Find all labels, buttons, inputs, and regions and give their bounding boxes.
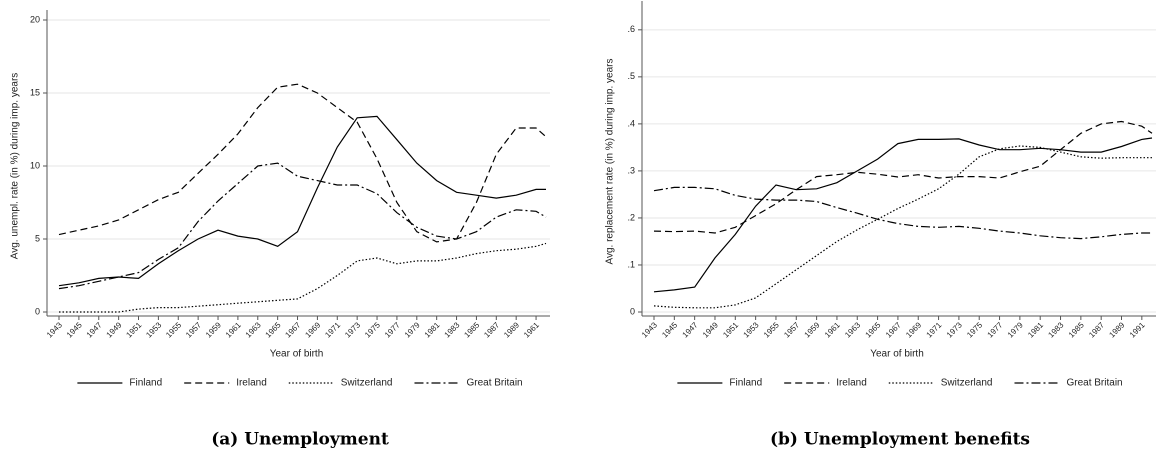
x-tick-label: 1949 [105, 320, 124, 339]
legend-label: Great Britain [466, 378, 522, 389]
x-tick-label: 1981 [1026, 320, 1045, 339]
x-tick-label: 1989 [502, 320, 521, 339]
x-tick-label: 1947 [85, 320, 104, 339]
x-tick-label: 1969 [303, 320, 322, 339]
x-tick-label: 1979 [403, 320, 422, 339]
x-tick-label: 1971 [925, 320, 944, 339]
x-tick-label: 1963 [244, 320, 263, 339]
y-tick-label: .6 [627, 24, 635, 34]
x-tick-label: 1951 [124, 320, 143, 339]
x-tick-label: 1961 [522, 320, 541, 339]
x-tick-label: 1955 [762, 320, 781, 339]
y-tick-label: 5 [35, 233, 40, 243]
x-tick-label: 1961 [224, 320, 243, 339]
x-tick-label: 1949 [701, 320, 720, 339]
x-tick-label: 1945 [65, 320, 84, 339]
x-tick-label: 1983 [1046, 320, 1065, 339]
y-tick-label: 0 [630, 306, 635, 316]
x-axis-label: Year of birth [270, 349, 324, 360]
x-tick-label: 1981 [423, 320, 442, 339]
caption: (a) Unemployment [211, 430, 389, 450]
legend-label: Switzerland [941, 378, 993, 389]
y-tick-label: .2 [627, 212, 635, 222]
y-tick-label: .4 [627, 118, 635, 128]
y-tick-label: 10 [30, 160, 40, 170]
x-tick-label: 1957 [184, 320, 203, 339]
x-tick-label: 1967 [884, 320, 903, 339]
line [653, 186, 1152, 240]
line [59, 242, 547, 313]
line [58, 162, 547, 290]
line [58, 83, 547, 243]
x-tick-label: 1985 [462, 320, 481, 339]
line [58, 115, 546, 287]
y-tick-label: 0 [35, 306, 40, 316]
x-tick-label: 1965 [864, 320, 883, 339]
x-tick-label: 1975 [965, 320, 984, 339]
x-tick-label: 1943 [45, 320, 64, 339]
x-tick-label: 1967 [283, 320, 302, 339]
x-tick-label: 1943 [640, 320, 659, 339]
x-tick-label: 1991 [1128, 320, 1147, 339]
x-tick-label: 1973 [945, 320, 964, 339]
x-tick-label: 1959 [204, 320, 223, 339]
x-axis-label: Year of birth [870, 349, 924, 360]
x-tick-label: 1973 [343, 320, 362, 339]
x-tick-label: 1961 [823, 320, 842, 339]
line [653, 137, 1153, 293]
line [653, 120, 1153, 234]
x-tick-label: 1971 [323, 320, 342, 339]
x-tick-label: 1977 [383, 320, 402, 339]
x-tick-label: 1987 [482, 320, 501, 339]
x-tick-label: 1947 [681, 320, 700, 339]
legend-label: Switzerland [341, 378, 393, 389]
y-tick-label: .3 [627, 165, 635, 175]
y-tick-label: 20 [30, 14, 40, 24]
y-tick-label: .1 [627, 259, 635, 269]
line [653, 145, 1152, 309]
x-tick-label: 1965 [264, 320, 283, 339]
legend-label: Great Britain [1066, 378, 1122, 389]
x-tick-label: 1953 [144, 320, 163, 339]
x-tick-label: 1977 [986, 320, 1005, 339]
legend-label: Ireland [236, 378, 267, 389]
legend-label: Ireland [836, 378, 867, 389]
x-tick-label: 1963 [843, 320, 862, 339]
caption: (b) Unemployment benefits [770, 430, 1030, 450]
x-tick-label: 1957 [782, 320, 801, 339]
x-tick-label: 1953 [742, 320, 761, 339]
y-axis-label: Avg. unempl. rate (in %) during imp. yea… [10, 73, 21, 260]
x-tick-label: 1975 [363, 320, 382, 339]
x-tick-label: 1945 [660, 320, 679, 339]
x-tick-label: 1951 [721, 320, 740, 339]
x-tick-label: 1955 [164, 320, 183, 339]
legend-label: Finland [129, 378, 162, 389]
x-tick-label: 1969 [904, 320, 923, 339]
x-tick-label: 1959 [803, 320, 822, 339]
x-tick-label: 1979 [1006, 320, 1025, 339]
y-tick-label: 15 [30, 87, 40, 97]
x-tick-label: 1987 [1087, 320, 1106, 339]
y-tick-label: .5 [627, 71, 635, 81]
x-tick-label: 1983 [443, 320, 462, 339]
x-tick-label: 1989 [1107, 320, 1126, 339]
y-axis-label: Avg. replacement rate (in %) during imp.… [605, 58, 616, 264]
legend-label: Finland [729, 378, 762, 389]
x-tick-label: 1985 [1067, 320, 1086, 339]
